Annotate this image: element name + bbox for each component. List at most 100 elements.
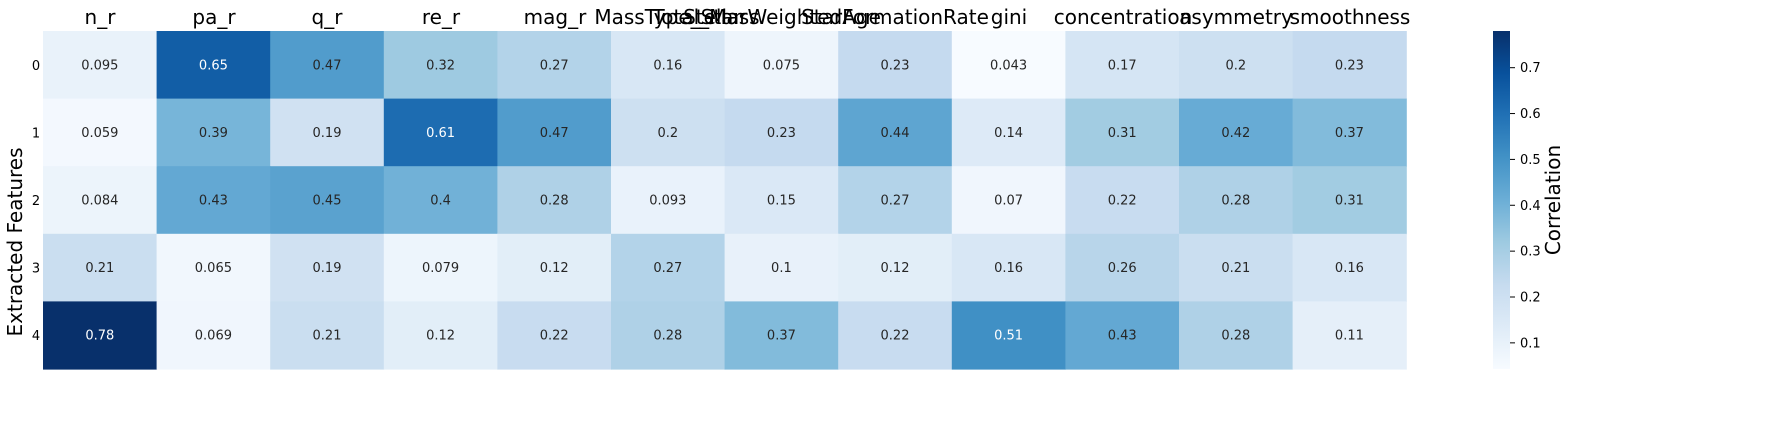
heatmap-cell-value: 0.27 — [540, 58, 569, 73]
heatmap-cell — [838, 98, 953, 167]
heatmap-cell-value: 0.31 — [1108, 126, 1137, 141]
heatmap-cell — [1179, 31, 1294, 100]
y-axis-label: Extracted Features — [3, 148, 27, 337]
heatmap-cell — [43, 166, 158, 235]
colorbar-tick-label: 0.4 — [1520, 199, 1541, 214]
heatmap-cell — [156, 301, 271, 370]
heatmap-cell — [156, 98, 271, 167]
heatmap-cell-value: 0.12 — [426, 329, 455, 344]
heatmap-cell — [497, 31, 612, 100]
heatmap-cell — [43, 301, 158, 370]
heatmap-cell — [270, 233, 385, 302]
colorbar-tick-label: 0.2 — [1520, 291, 1541, 306]
heatmap-cell — [838, 233, 953, 302]
x-tick-label: Total_Mass — [651, 5, 759, 29]
heatmap-cell — [43, 31, 158, 100]
y-axis-tick-labels: 0 1 2 3 4 — [32, 59, 40, 344]
heatmap-cell — [383, 301, 498, 370]
y-tick-label: 2 — [32, 194, 40, 209]
heatmap-cell-value: 0.45 — [313, 194, 342, 209]
colorbar-tick-label: 0.3 — [1520, 245, 1541, 260]
heatmap-cell — [270, 301, 385, 370]
heatmap-cell-value: 0.15 — [767, 194, 796, 209]
heatmap-cell-value: 0.37 — [1335, 126, 1364, 141]
heatmap-cell — [1292, 166, 1407, 235]
heatmap-cell — [951, 233, 1066, 302]
heatmap-cell-value: 0.12 — [540, 261, 569, 276]
heatmap-cell-value: 0.19 — [313, 126, 342, 141]
x-tick-label: asymmetry — [1179, 5, 1293, 29]
heatmap-cell-value: 0.51 — [994, 329, 1023, 344]
heatmap-cell — [838, 31, 953, 100]
x-tick-label: gini — [991, 5, 1027, 29]
heatmap-cell-value: 0.28 — [1221, 329, 1250, 344]
heatmap-cell-value: 0.23 — [1335, 58, 1364, 73]
heatmap-cell-value: 0.043 — [990, 58, 1027, 73]
heatmap-cell-value: 0.21 — [1221, 261, 1250, 276]
heatmap-cell-value: 0.16 — [1335, 261, 1364, 276]
heatmap-cell — [951, 31, 1066, 100]
heatmap-cell-value: 0.084 — [81, 194, 118, 209]
heatmap-cell-value: 0.22 — [881, 329, 910, 344]
heatmap-cell-value: 0.27 — [653, 261, 682, 276]
heatmap-cell — [1065, 31, 1180, 100]
heatmap-cell-value: 0.069 — [195, 329, 232, 344]
heatmap-cell — [611, 233, 726, 302]
heatmap-cell — [611, 301, 726, 370]
heatmap-cell — [383, 31, 498, 100]
heatmap-cell — [838, 301, 953, 370]
y-tick-label: 4 — [32, 329, 40, 344]
heatmap-cell-value: 0.14 — [994, 126, 1023, 141]
heatmap-cell-value: 0.16 — [653, 58, 682, 73]
heatmap-cell-value: 0.42 — [1221, 126, 1250, 141]
heatmap-cell-value: 0.39 — [199, 126, 228, 141]
heatmap-cell — [383, 98, 498, 167]
heatmap-cell — [951, 166, 1066, 235]
colorbar — [1493, 31, 1510, 369]
heatmap-cell-value: 0.19 — [313, 261, 342, 276]
heatmap-cell — [156, 31, 271, 100]
x-axis-tick-labels: n_r pa_r q_r re_r mag_r MassType_StarTotal_Ma… — [85, 5, 1411, 29]
heatmap-cell-value: 0.2 — [657, 126, 678, 141]
heatmap-cell-value: 0.28 — [653, 329, 682, 344]
heatmap-cell-value: 0.43 — [199, 194, 228, 209]
heatmap-cell — [1065, 301, 1180, 370]
heatmap-cell — [1065, 233, 1180, 302]
heatmap-cell-value: 0.23 — [881, 58, 910, 73]
heatmap-cell — [1179, 166, 1294, 235]
x-tick-label: StarFormationRate — [801, 5, 989, 29]
heatmap-cell — [270, 98, 385, 167]
heatmap-cell-value: 0.11 — [1335, 329, 1364, 344]
heatmap-cell — [43, 98, 158, 167]
heatmap-cell — [611, 98, 726, 167]
heatmap-cell-value: 0.065 — [195, 261, 232, 276]
heatmap-cell — [270, 31, 385, 100]
heatmap-cell-value: 0.28 — [540, 194, 569, 209]
heatmap-cell — [1292, 98, 1407, 167]
heatmap-cell-value: 0.28 — [1221, 194, 1250, 209]
heatmap-cell — [1179, 233, 1294, 302]
heatmap-cell-value: 0.78 — [85, 329, 114, 344]
heatmap-cell — [1292, 301, 1407, 370]
heatmap-cell — [156, 233, 271, 302]
heatmap-cell-value: 0.22 — [540, 329, 569, 344]
heatmap-cell-value: 0.4 — [430, 194, 451, 209]
colorbar-tick-label: 0.7 — [1520, 61, 1541, 76]
colorbar-tick-label: 0.1 — [1520, 336, 1541, 351]
heatmap-cell — [43, 233, 158, 302]
x-tick-label: q_r — [312, 5, 344, 29]
heatmap-cell — [1292, 31, 1407, 100]
heatmap-cell-value: 0.21 — [85, 261, 114, 276]
heatmap-cell-value: 0.31 — [1335, 194, 1364, 209]
heatmap-cell — [1065, 98, 1180, 167]
heatmap-cell-value: 0.65 — [199, 58, 228, 73]
colorbar-label: Correlation — [1541, 145, 1565, 255]
colorbar-tick-label: 0.6 — [1520, 107, 1541, 122]
heatmap-cell-value: 0.059 — [81, 126, 118, 141]
y-tick-label: 1 — [32, 126, 40, 141]
x-tick-label: pa_r — [192, 5, 236, 29]
heatmap-cell-value: 0.21 — [313, 329, 342, 344]
heatmap-cell — [724, 31, 839, 100]
